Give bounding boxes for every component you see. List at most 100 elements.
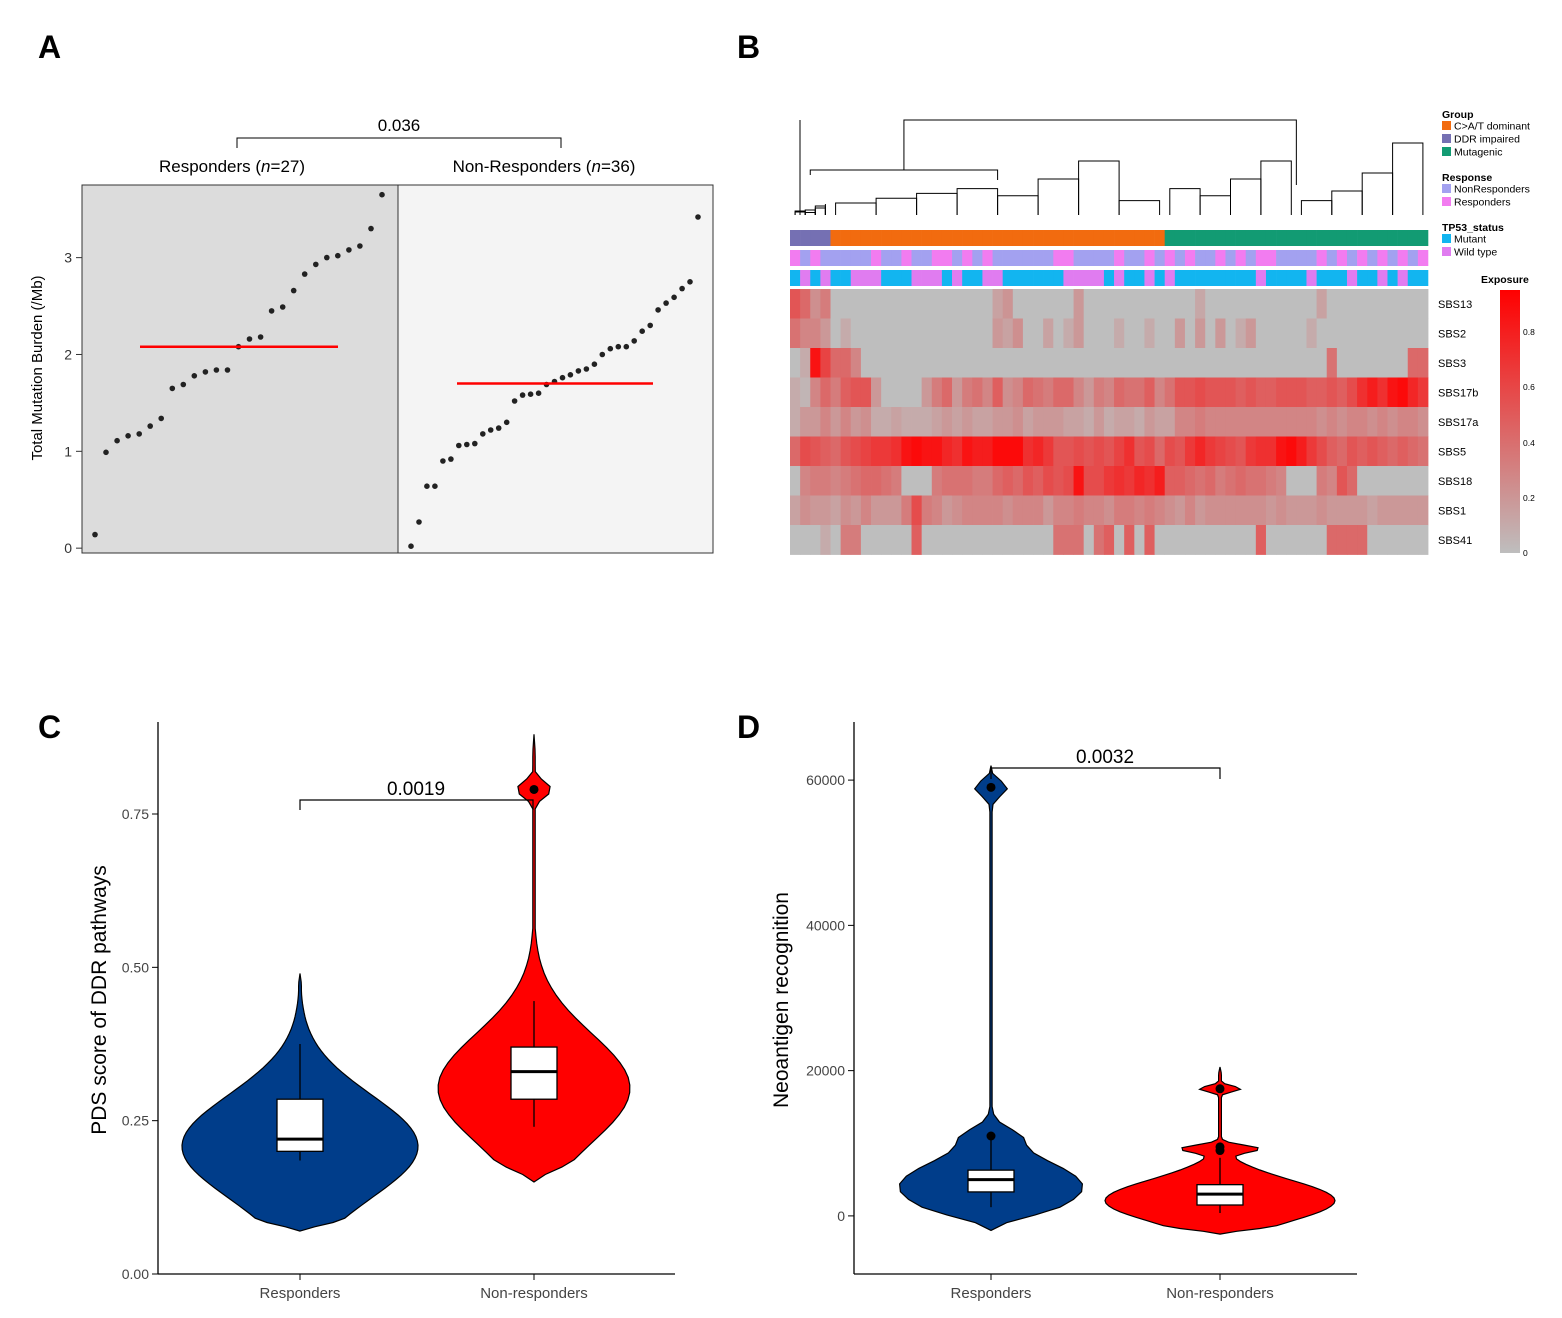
panel-b-heatmap-cell xyxy=(1215,495,1226,526)
panel-b-tp53-annotation-cell xyxy=(1245,270,1257,286)
panel-b-heatmap-cell xyxy=(790,525,801,555)
panel-b-heatmap-cell xyxy=(1377,436,1388,467)
panel-b-response-annotation-cell xyxy=(1245,250,1257,266)
panel-b-heatmap-cell xyxy=(1397,377,1409,408)
panel-b-heatmap-cell xyxy=(1265,377,1277,408)
panel-a-point xyxy=(346,247,352,253)
panel-b-response-annotation-cell xyxy=(911,250,922,266)
panel-b-response-annotation-cell xyxy=(1326,250,1338,266)
panel-b-group-annotation-cell xyxy=(1073,230,1084,246)
panel-b-heatmap-cell xyxy=(790,289,801,319)
panel-b-tp53-annotation-cell xyxy=(1357,270,1368,286)
panel-b-response-annotation-cell xyxy=(790,250,801,266)
panel-b-heatmap-cell xyxy=(972,377,983,408)
panel-a-point xyxy=(92,531,98,538)
panel-b-tp53-annotation-cell xyxy=(850,270,862,286)
panel-a-point xyxy=(324,254,330,261)
panel-b-heatmap-cell xyxy=(1286,348,1297,378)
panel-b-heatmap-cell xyxy=(962,466,973,496)
panel-b-heatmap-cell xyxy=(962,436,973,467)
panel-b-heatmap-cell xyxy=(921,348,933,378)
panel-b-colorbar xyxy=(1500,290,1520,553)
panel-b-heatmap-cell xyxy=(931,495,943,526)
panel-b-row-label: SBS17a xyxy=(1438,417,1479,429)
panel-b-heatmap-cell xyxy=(1357,525,1368,555)
panel-b-heatmap-cell xyxy=(1053,525,1064,555)
panel-b-group-annotation-cell xyxy=(871,230,882,246)
panel-b-group-annotation-cell xyxy=(850,230,862,246)
panel-b-heatmap-cell xyxy=(901,436,912,467)
panel-b-heatmap-cell xyxy=(1417,466,1429,496)
panel-b-heatmap-cell xyxy=(830,495,842,526)
panel-d-ytick-label: 20000 xyxy=(806,1063,845,1079)
panel-b-heatmap-cell xyxy=(1073,348,1085,378)
panel-b-heatmap-cell xyxy=(1103,289,1115,319)
panel-a-point xyxy=(495,425,502,431)
panel-b-heatmap-cell xyxy=(800,466,811,496)
panel-b-group-annotation-cell xyxy=(1265,230,1277,246)
panel-b-tp53-annotation-cell xyxy=(952,270,963,286)
panel-b-heatmap-cell xyxy=(1134,377,1145,408)
panel-b-heatmap-cell xyxy=(1296,348,1307,378)
panel-b-response-annotation-cell xyxy=(992,250,1003,266)
panel-b-heatmap-cell xyxy=(1296,466,1307,496)
panel-b-tp53-annotation-cell xyxy=(1195,270,1206,286)
panel-b-heatmap-cell xyxy=(921,289,933,319)
panel-a-point xyxy=(379,191,385,198)
panel-b-heatmap-cell xyxy=(1245,436,1257,467)
panel-b-legend-label: NonResponders xyxy=(1454,184,1530,196)
panel-b-heatmap-cell xyxy=(1336,525,1348,555)
panel-b-heatmap-cell xyxy=(881,525,892,555)
panel-b-heatmap-cell xyxy=(1022,377,1034,408)
panel-b-heatmap-cell xyxy=(1235,436,1247,467)
panel-b-heatmap-cell xyxy=(1083,348,1095,378)
panel-b-heatmap-cell xyxy=(1346,407,1358,437)
panel-b-legend-swatch xyxy=(1442,234,1451,243)
panel-b-heatmap-cell xyxy=(850,436,862,467)
panel-b-group-annotation-cell xyxy=(1377,230,1388,246)
panel-b-heatmap-cell xyxy=(1134,318,1145,349)
panel-b-heatmap-cell xyxy=(1184,289,1196,319)
panel-b-heatmap-cell xyxy=(1043,525,1054,555)
panel-b-colorbar-tick: 0.8 xyxy=(1523,327,1535,337)
panel-d-pvalue-bracket xyxy=(990,767,1221,779)
panel-b-heatmap-cell xyxy=(1154,377,1166,408)
panel-a-point xyxy=(663,300,669,306)
panel-b-dendrogram-branch xyxy=(903,119,1297,170)
panel-b-heatmap-cell xyxy=(1245,525,1257,555)
panel-a-point xyxy=(687,279,693,285)
panel-b-heatmap-cell xyxy=(1346,436,1358,467)
panel-b-heatmap-cell xyxy=(1053,377,1064,408)
panel-b-row-label: SBS3 xyxy=(1438,358,1466,370)
panel-b-heatmap-cell xyxy=(1245,407,1257,437)
panel-b-heatmap-cell xyxy=(820,348,831,378)
panel-b-heatmap-cell xyxy=(1306,466,1318,496)
panel-b-heatmap-cell xyxy=(891,407,902,437)
panel-b-heatmap-cell xyxy=(790,407,801,437)
panel-a-letter: A xyxy=(38,29,61,65)
panel-b-heatmap-cell xyxy=(1144,495,1155,526)
panel-b-heatmap-cell xyxy=(1205,289,1216,319)
panel-b-heatmap-cell xyxy=(941,436,953,467)
panel-b-heatmap-cell xyxy=(1033,289,1044,319)
panel-a-point xyxy=(224,367,231,373)
panel-b-tp53-annotation-cell xyxy=(1114,270,1125,286)
panel-b-heatmap-cell xyxy=(1286,289,1297,319)
panel-b-heatmap-cell xyxy=(911,466,923,496)
panel-b-heatmap-cell xyxy=(911,377,923,408)
panel-b-heatmap-cell xyxy=(1083,466,1095,496)
panel-b-heatmap-cell xyxy=(830,348,842,378)
panel-b-colorbar-tick: 0 xyxy=(1523,548,1528,558)
panel-b-heatmap-cell xyxy=(1235,318,1247,349)
panel-b-tp53-annotation-cell xyxy=(860,270,872,286)
panel-b-response-annotation-cell xyxy=(941,250,953,266)
panel-b-heatmap-cell xyxy=(1053,348,1064,378)
panel-b-heatmap-cell xyxy=(891,289,902,319)
panel-b-tp53-annotation-cell xyxy=(1002,270,1014,286)
panel-b-heatmap-cell xyxy=(1033,377,1044,408)
panel-b-tp53-annotation-cell xyxy=(1174,270,1186,286)
panel-b-group-annotation-cell xyxy=(1357,230,1368,246)
panel-b-heatmap-cell xyxy=(911,289,923,319)
panel-b-heatmap-cell xyxy=(972,436,983,467)
panel-b-heatmap-cell xyxy=(1245,377,1257,408)
